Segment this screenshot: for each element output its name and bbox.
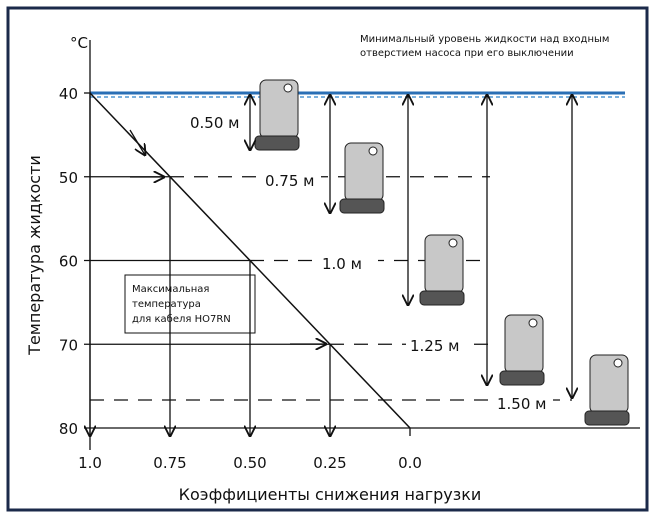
label-bg <box>493 395 553 415</box>
label-bg <box>261 172 321 192</box>
water-line <box>90 91 625 98</box>
depth-label: 1.50 м <box>497 395 546 413</box>
x-tick-label: 0.0 <box>398 454 422 472</box>
y-tick-label: 80 <box>59 420 78 438</box>
box-note: Максимальная <box>132 284 209 295</box>
box-note: для кабеля HO7RN <box>132 314 231 325</box>
lead-arrow <box>129 129 145 155</box>
note-line: отверстием насоса при его выключении <box>360 48 574 59</box>
pump-base <box>419 290 465 306</box>
y-axis-title: Температура жидкости <box>25 155 44 356</box>
depth-label: 1.25 м <box>410 337 459 355</box>
frame <box>6 6 649 512</box>
pump-base <box>254 135 300 151</box>
x-tick-label: 1.0 <box>78 454 102 472</box>
x-axis-title: Коэффициенты снижения нагрузки <box>179 485 482 504</box>
y-tick-label: 60 <box>59 253 78 271</box>
depth-label: 0.50 м <box>190 114 239 132</box>
x-tick-label: 0.50 <box>233 454 266 472</box>
y-tick-label: 50 <box>59 169 78 187</box>
pump-eye <box>283 83 293 93</box>
pump-base <box>584 410 630 426</box>
note-box <box>124 274 256 334</box>
label-bg <box>186 114 246 134</box>
x-tick-label: 0.25 <box>313 454 346 472</box>
x-tick-label: 0.75 <box>153 454 186 472</box>
depth-label: 0.75 м <box>265 172 314 190</box>
y-tick-label: 40 <box>59 85 78 103</box>
pump-eye <box>368 146 378 156</box>
pump-base <box>339 198 385 214</box>
pump-eye <box>613 358 623 368</box>
note-line: Минимальный уровень жидкости над входным <box>360 34 609 45</box>
label-bg <box>406 337 466 357</box>
y-tick-label: 70 <box>59 336 78 354</box>
pump-eye <box>528 318 538 328</box>
pump-eye <box>448 238 458 248</box>
depth-label: 1.0 м <box>322 255 362 273</box>
y-unit: °C <box>70 34 88 52</box>
label-bg <box>318 255 378 275</box>
box-note: температура <box>132 299 201 310</box>
pump-base <box>499 370 545 386</box>
